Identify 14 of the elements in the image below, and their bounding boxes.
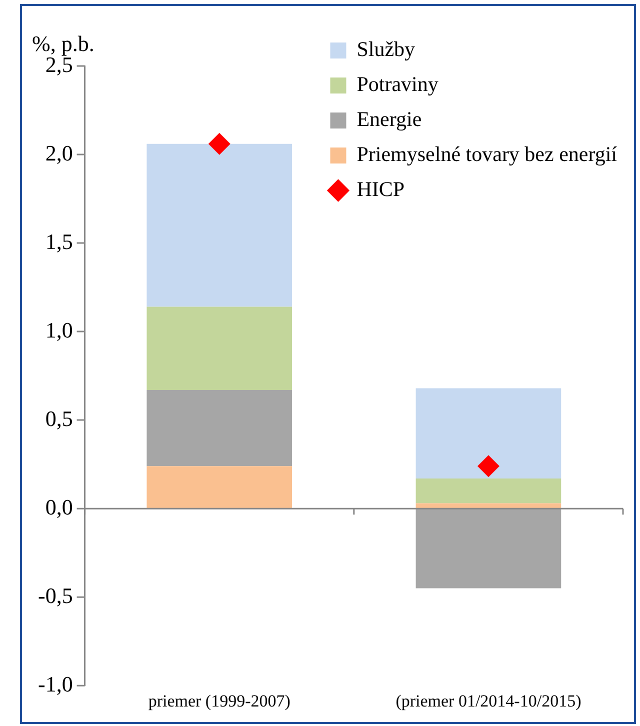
x-tick-label: (priemer 01/2014-10/2015) bbox=[396, 691, 582, 710]
y-tick-label: 0,5 bbox=[45, 406, 73, 431]
y-tick-label: -0,5 bbox=[38, 582, 73, 608]
y-tick-label: 1,0 bbox=[45, 317, 73, 342]
legend-label: Potraviny bbox=[356, 72, 439, 96]
x-tick-label: priemer (1999-2007) bbox=[148, 691, 290, 710]
y-tick-label: 2,0 bbox=[45, 140, 73, 166]
y-tick-label: 0,0 bbox=[45, 494, 73, 520]
legend-label: Služby bbox=[356, 37, 416, 62]
legend-label: HICP bbox=[356, 177, 405, 202]
y-tick-label: -1,0 bbox=[38, 671, 73, 696]
legend-label: Energie bbox=[356, 107, 422, 132]
y-tick-label: 1,5 bbox=[45, 228, 73, 254]
legend-label: Priemyselné tovary bez energií bbox=[356, 142, 618, 166]
